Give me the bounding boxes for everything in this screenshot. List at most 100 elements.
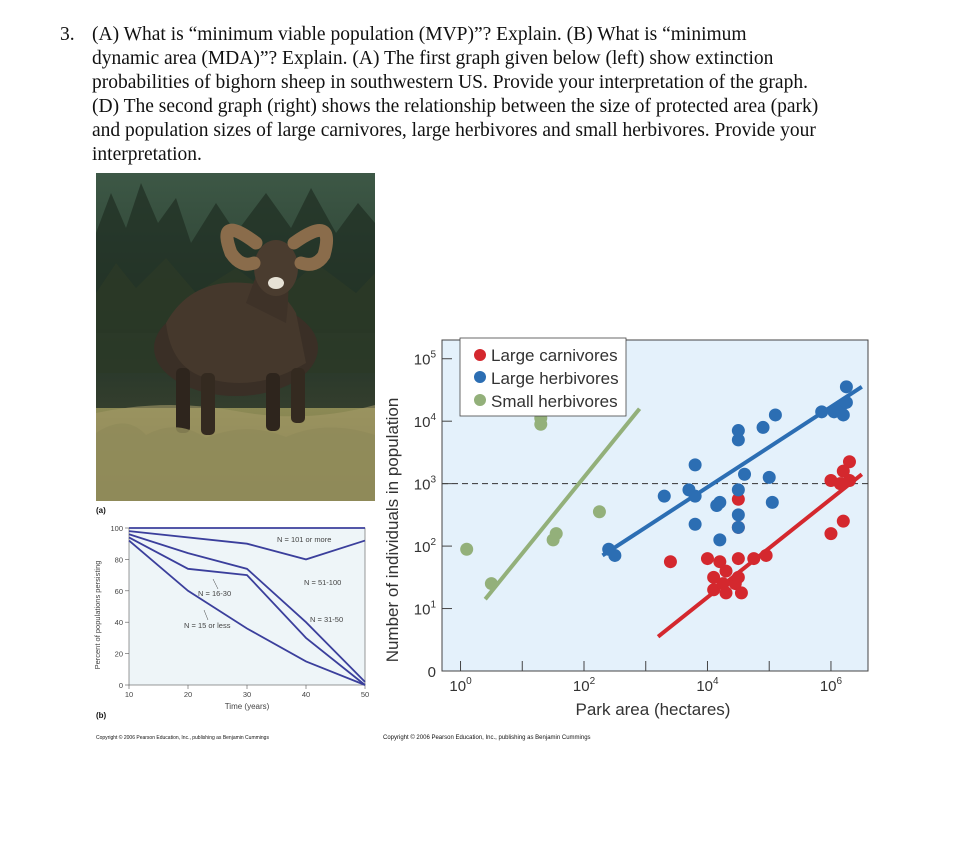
x-tick-label: 102 <box>573 676 596 695</box>
y-tick-label: 0 <box>119 681 123 690</box>
y-tick-label: 0 <box>428 664 436 681</box>
data-point <box>836 514 850 528</box>
series-line <box>128 539 366 686</box>
data-point <box>707 570 721 584</box>
data-point <box>731 433 745 447</box>
data-point <box>484 577 498 591</box>
data-point <box>747 552 761 566</box>
copyright-right: Copyright © 2006 Pearson Education, Inc.… <box>383 735 591 741</box>
data-point <box>762 470 776 484</box>
park-area-chart: Number of individuals in population 0 101… <box>378 330 872 730</box>
data-point <box>688 517 702 531</box>
copyright-left: Copyright © 2006 Pearson Education, Inc.… <box>96 735 269 741</box>
series-label-15-or-less: N = 15 or less <box>184 621 231 630</box>
data-point <box>713 555 727 569</box>
data-point <box>738 467 752 481</box>
y-tick-label: 101 <box>414 600 437 619</box>
data-point <box>815 405 829 419</box>
data-point <box>608 548 622 562</box>
data-point <box>731 552 745 566</box>
data-point <box>765 495 779 509</box>
data-point <box>756 420 770 434</box>
data-point <box>713 495 727 509</box>
y-axis-label: Percent of populations persisting <box>93 561 102 670</box>
question-line: dynamic area (MDA)”? Explain. (A) The fi… <box>92 48 774 69</box>
x-tick-label: 50 <box>361 690 369 699</box>
data-point <box>460 542 474 556</box>
data-point <box>731 508 745 522</box>
series-line <box>128 530 366 561</box>
data-point <box>768 408 782 422</box>
question-number: 3. <box>60 24 75 45</box>
plot-area <box>128 527 366 686</box>
data-point <box>836 464 850 478</box>
y-tick-label: 20 <box>115 650 123 659</box>
panel-b-label: (b) <box>96 711 107 720</box>
y-tick-label: 102 <box>414 537 437 556</box>
series-label-101-or-more: N = 101 or more <box>277 535 331 544</box>
legend-label-large-herbivores: Large herbivores <box>491 369 619 388</box>
series-label-51-100: N = 51-100 <box>304 578 341 587</box>
data-point <box>700 552 714 566</box>
data-point <box>731 520 745 534</box>
question-line: probabilities of bighorn sheep in southw… <box>92 72 808 93</box>
y-tick-label: 103 <box>414 475 437 494</box>
legend: Large carnivores Large herbivores Small … <box>459 337 627 417</box>
x-tick-label: 10 <box>125 690 133 699</box>
x-tick-label: 20 <box>184 690 192 699</box>
data-point <box>713 533 727 547</box>
y-tick-label: 60 <box>115 587 123 596</box>
series-label-31-50: N = 31-50 <box>310 615 343 624</box>
x-tick-label: 40 <box>302 690 310 699</box>
data-point <box>836 408 850 422</box>
question-line: (D) The second graph (right) shows the r… <box>92 96 819 117</box>
data-point <box>839 380 853 394</box>
data-point <box>731 492 745 506</box>
persistence-chart: Percent of populations persisting 0 20 40 6… <box>92 520 382 730</box>
data-point <box>707 583 721 597</box>
data-point <box>731 570 745 584</box>
question-line: and population sizes of large carnivores… <box>92 120 816 141</box>
panel-a-label: (a) <box>96 506 106 515</box>
legend-marker-small-herbivores <box>474 394 486 406</box>
legend-label-small-herbivores: Small herbivores <box>491 392 618 411</box>
y-tick-label: 105 <box>414 350 437 369</box>
legend-label-large-carnivores: Large carnivores <box>491 346 618 365</box>
legend-marker-large-herbivores <box>474 371 486 383</box>
bighorn-sheep-photo <box>96 173 375 501</box>
data-point <box>839 395 853 409</box>
data-point <box>731 483 745 497</box>
y-tick-label: 40 <box>115 618 123 627</box>
data-point <box>759 548 773 562</box>
data-point <box>734 586 748 600</box>
data-point <box>688 458 702 472</box>
data-point <box>663 555 677 569</box>
x-tick-label: 100 <box>449 676 472 695</box>
data-point <box>534 417 548 431</box>
data-point <box>688 489 702 503</box>
x-tick-label: 104 <box>696 676 719 695</box>
y-tick-label: 104 <box>414 412 437 431</box>
question-text: (A) What is “minimum viable population (… <box>92 23 907 167</box>
x-tick-label: 106 <box>820 676 843 695</box>
question-line: (A) What is “minimum viable population (… <box>92 24 747 45</box>
x-axis-label: Park area (hectares) <box>576 700 731 719</box>
y-axis-label: Number of individuals in population <box>383 398 402 663</box>
data-point <box>657 489 671 503</box>
y-tick-label: 80 <box>115 555 123 564</box>
fit-line <box>483 407 642 601</box>
data-point <box>549 527 563 541</box>
data-point <box>719 586 733 600</box>
data-point <box>824 527 838 541</box>
legend-marker-large-carnivores <box>474 349 486 361</box>
series-line <box>128 536 366 686</box>
series-label-16-30: N = 16-30 <box>198 589 231 598</box>
x-axis-label: Time (years) <box>225 702 270 711</box>
series-line <box>128 533 366 683</box>
x-tick-label: 30 <box>243 690 251 699</box>
y-tick-label: 100 <box>110 524 123 533</box>
data-point <box>719 564 733 578</box>
question-line: interpretation. <box>92 144 202 165</box>
data-point <box>592 505 606 519</box>
data-point <box>842 474 856 488</box>
